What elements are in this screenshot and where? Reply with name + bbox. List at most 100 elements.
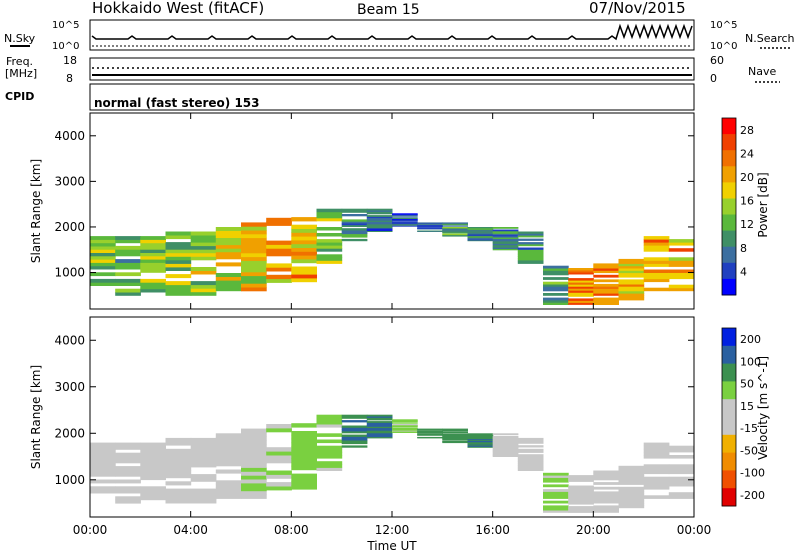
heatmap-cell [215, 227, 242, 231]
heatmap-cell [341, 233, 368, 236]
heatmap-cell [492, 450, 519, 452]
heatmap-cell [643, 239, 670, 243]
heatmap-cell [241, 241, 267, 246]
heatmap-cell [643, 442, 670, 447]
heatmap-cell [467, 441, 494, 443]
heatmap-cell [90, 262, 116, 267]
heatmap-cell [442, 234, 468, 236]
heatmap-cell [165, 456, 192, 461]
heatmap-cell [392, 214, 418, 217]
heatmap-cell [492, 444, 519, 447]
heatmap-cell [115, 292, 141, 296]
colorbar-swatch [722, 230, 736, 248]
heatmap-cell [492, 237, 519, 239]
heatmap-cell [165, 441, 192, 446]
heatmap-cell [618, 265, 645, 269]
heatmap-cell [90, 462, 116, 467]
heatmap-cell [90, 239, 116, 244]
heatmap-cell [241, 226, 267, 231]
heatmap-cell [291, 462, 317, 467]
colorbar-swatch [722, 198, 736, 215]
heatmap-cell [115, 442, 141, 447]
heatmap-cell [492, 227, 519, 229]
heatmap-cell [517, 468, 544, 471]
heatmap-cell [593, 286, 619, 289]
heatmap-cell [668, 242, 695, 246]
heatmap-cell [392, 425, 418, 427]
heatmap-cell [417, 222, 443, 224]
heatmap-cell [266, 240, 292, 245]
heatmap-cell [140, 459, 166, 464]
colorbar-swatch [722, 328, 736, 347]
heatmap-cell [190, 437, 217, 442]
heatmap-cell [467, 227, 494, 229]
x-tick-label: 04:00 [173, 523, 208, 537]
heatmap-cell [543, 286, 569, 289]
heatmap-cell [618, 472, 645, 476]
heatmap-cell [241, 268, 267, 273]
heatmap-cell [291, 450, 317, 455]
heatmap-cell [215, 483, 242, 488]
heatmap-cell [517, 461, 544, 464]
heatmap-cell [316, 214, 343, 219]
heatmap-cell [291, 431, 317, 436]
heatmap-cell [115, 496, 141, 501]
heatmap-cell [165, 242, 192, 247]
heatmap-cell [467, 438, 494, 440]
heatmap-cell [115, 486, 141, 491]
y-tick-label: 2000 [54, 220, 85, 234]
heatmap-cell [90, 265, 116, 270]
freq-unit-label: [MHz] [5, 67, 37, 80]
heatmap-cell [266, 278, 292, 283]
heatmap-cell [341, 441, 368, 445]
heatmap-cell [668, 495, 695, 499]
heatmap-cell [543, 293, 569, 296]
heatmap-cell [140, 452, 166, 457]
colorbar-tick-label: 20 [740, 171, 754, 184]
heatmap-cell [90, 472, 116, 477]
heatmap-cell [543, 477, 569, 481]
heatmap-cell [618, 268, 645, 271]
heatmap-cell [568, 286, 594, 289]
heatmap-cell [316, 254, 343, 258]
colorbar-tick-label: -15 [740, 422, 758, 435]
heatmap-cell [266, 451, 292, 456]
heatmap-cell [316, 233, 343, 237]
heatmap-cell [618, 295, 645, 299]
heatmap-cell [241, 463, 267, 468]
colorbar-tick-label: -50 [740, 444, 758, 457]
heatmap-cell [467, 435, 494, 437]
heatmap-cell [341, 416, 368, 419]
heatmap-cell [291, 228, 317, 233]
heatmap-cell [417, 230, 443, 232]
heatmap-cell [442, 441, 468, 444]
heatmap-cell [643, 275, 670, 280]
heatmap-cell [366, 216, 393, 219]
heatmap-cell [492, 451, 519, 454]
heatmap-cell [366, 421, 393, 423]
heatmap-cell [291, 247, 317, 252]
heatmap-cell [241, 459, 267, 464]
x-axis-label: Time UT [366, 539, 417, 553]
heatmap-cell [316, 211, 343, 216]
heatmap-cell [316, 217, 343, 222]
heatmap-cell [341, 210, 368, 213]
heatmap-cell [492, 230, 519, 233]
nave-tick-high: 60 [710, 54, 724, 67]
heatmap-cell [467, 437, 494, 440]
heatmap-cell [543, 507, 569, 511]
heatmap-cell [366, 229, 393, 231]
heatmap-cell [517, 457, 544, 461]
heatmap-cell [517, 238, 544, 241]
heatmap-cell [442, 229, 468, 231]
heatmap-cell [442, 428, 468, 430]
heatmap-cell [190, 267, 217, 271]
heatmap-cell [618, 465, 645, 469]
heatmap-cell [266, 252, 292, 257]
heatmap-cell [568, 487, 594, 491]
heatmap-cell [392, 428, 418, 430]
heatmap-cell [241, 440, 267, 445]
heatmap-cell [467, 437, 494, 439]
heatmap-cell [115, 452, 141, 457]
heatmap-cell [316, 208, 343, 213]
